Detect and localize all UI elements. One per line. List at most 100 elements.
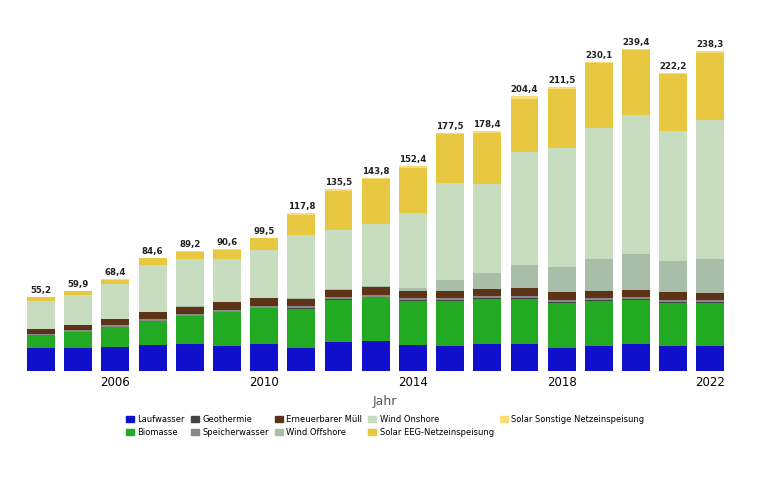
Bar: [585, 258, 613, 291]
Bar: [696, 53, 725, 120]
Bar: [213, 312, 241, 346]
Bar: [176, 344, 204, 372]
Bar: [287, 348, 315, 372]
Bar: [585, 63, 613, 128]
Bar: [547, 300, 576, 302]
Bar: [139, 321, 166, 345]
Bar: [362, 298, 390, 341]
Bar: [64, 330, 92, 332]
Bar: [399, 298, 427, 300]
Bar: [696, 293, 725, 300]
Bar: [250, 344, 278, 372]
Bar: [287, 306, 315, 308]
Bar: [287, 308, 315, 309]
Bar: [139, 265, 166, 312]
Bar: [622, 50, 650, 116]
Bar: [436, 346, 464, 372]
Bar: [511, 288, 538, 296]
Bar: [287, 298, 315, 299]
Bar: [213, 259, 241, 302]
Bar: [325, 342, 353, 372]
Bar: [287, 215, 315, 234]
Text: 178,4: 178,4: [474, 120, 501, 130]
Bar: [139, 258, 166, 265]
Bar: [696, 304, 725, 346]
Bar: [547, 292, 576, 300]
Bar: [696, 346, 725, 372]
Text: 152,4: 152,4: [399, 156, 427, 164]
Bar: [474, 296, 501, 298]
Bar: [436, 280, 464, 291]
Bar: [362, 294, 390, 296]
Bar: [659, 302, 687, 346]
Text: 99,5: 99,5: [253, 226, 275, 235]
Bar: [436, 300, 464, 302]
Bar: [27, 348, 55, 372]
Bar: [325, 298, 353, 300]
Bar: [250, 308, 278, 344]
Bar: [585, 62, 613, 63]
Bar: [474, 298, 501, 300]
Bar: [362, 224, 390, 286]
Bar: [659, 131, 687, 260]
Bar: [585, 346, 613, 372]
Bar: [659, 292, 687, 300]
Bar: [585, 128, 613, 258]
Bar: [176, 306, 204, 314]
Bar: [511, 98, 538, 152]
Bar: [362, 287, 390, 294]
Bar: [696, 302, 725, 304]
Text: 117,8: 117,8: [287, 202, 315, 211]
Bar: [27, 334, 55, 335]
Bar: [622, 300, 650, 344]
Text: 239,4: 239,4: [622, 38, 650, 48]
Bar: [213, 346, 241, 372]
Bar: [102, 320, 129, 326]
Bar: [436, 183, 464, 280]
Bar: [27, 329, 55, 334]
Bar: [325, 230, 353, 290]
Bar: [399, 300, 427, 345]
Bar: [102, 326, 129, 327]
Bar: [64, 332, 92, 348]
Bar: [27, 335, 55, 348]
Bar: [511, 344, 538, 372]
Bar: [547, 87, 576, 88]
Bar: [659, 260, 687, 292]
Bar: [362, 178, 390, 179]
Bar: [696, 120, 725, 258]
Text: 238,3: 238,3: [697, 40, 724, 49]
Bar: [659, 72, 687, 74]
Text: 204,4: 204,4: [511, 86, 538, 94]
Bar: [547, 302, 576, 348]
Bar: [139, 345, 166, 372]
Bar: [474, 344, 501, 372]
Bar: [436, 132, 464, 134]
Bar: [585, 300, 613, 302]
Bar: [511, 96, 538, 98]
Bar: [213, 250, 241, 259]
Bar: [102, 280, 129, 284]
Bar: [696, 51, 725, 53]
Bar: [287, 234, 315, 298]
Bar: [362, 296, 390, 298]
Bar: [622, 254, 650, 290]
Bar: [585, 302, 613, 346]
Bar: [622, 297, 650, 299]
Bar: [176, 314, 204, 316]
Bar: [399, 166, 427, 168]
Bar: [585, 291, 613, 298]
Bar: [362, 341, 390, 372]
Text: 68,4: 68,4: [105, 268, 126, 278]
X-axis label: Jahr: Jahr: [373, 394, 397, 407]
Bar: [622, 299, 650, 300]
Legend: Laufwasser, Biomasse, Geothermie, Speicherwasser, Erneuerbarer Müll, Wind Offsho: Laufwasser, Biomasse, Geothermie, Speich…: [126, 414, 644, 437]
Text: 89,2: 89,2: [179, 240, 200, 250]
Bar: [27, 298, 55, 300]
Bar: [399, 290, 427, 298]
Bar: [511, 152, 538, 264]
Bar: [27, 300, 55, 329]
Bar: [362, 286, 390, 287]
Bar: [176, 259, 204, 306]
Bar: [64, 296, 92, 325]
